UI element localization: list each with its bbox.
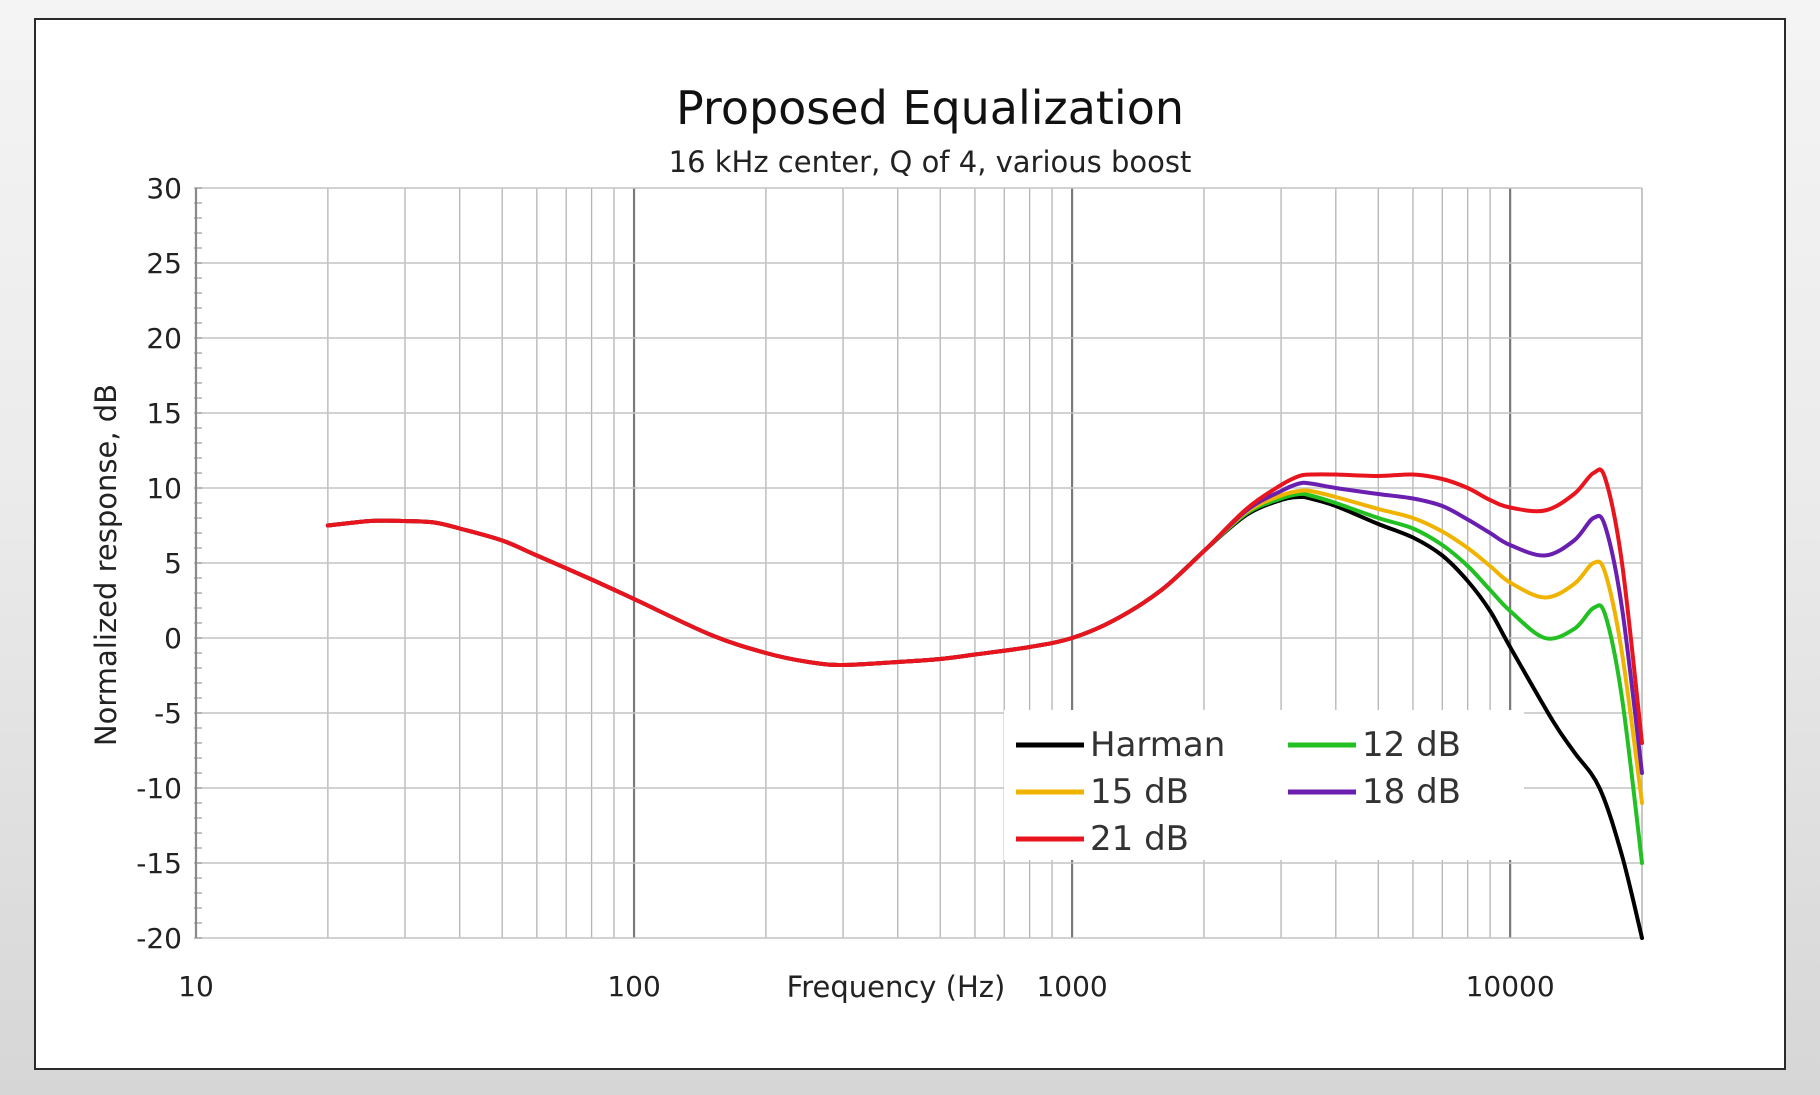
legend-items: Harman 12 dB 15 dB 18 dB 21 dB bbox=[1016, 725, 1461, 859]
legend-label-15-db: 15 dB bbox=[1090, 772, 1189, 812]
y-tick-label: 15 bbox=[146, 397, 182, 430]
y-tick-label: 30 bbox=[146, 172, 182, 205]
legend-background bbox=[1004, 710, 1524, 860]
x-axis-label: Frequency (Hz) bbox=[787, 970, 1006, 1004]
x-tick-label: 1000 bbox=[1036, 970, 1107, 1003]
x-tick-label: 100 bbox=[607, 970, 660, 1003]
series-lines bbox=[325, 467, 1644, 940]
y-axis-label: Normalized response, dB bbox=[89, 384, 123, 746]
chart-frame: Proposed Equalization 16 kHz center, Q o… bbox=[34, 18, 1786, 1070]
x-tick-label: 10 bbox=[178, 970, 214, 1003]
legend-label-12-db: 12 dB bbox=[1362, 725, 1461, 765]
chart-subtitle: 16 kHz center, Q of 4, various boost bbox=[669, 145, 1192, 179]
y-tick-label: 10 bbox=[146, 472, 182, 505]
chart-title: Proposed Equalization bbox=[676, 81, 1184, 135]
y-tick-label: -15 bbox=[136, 847, 182, 880]
y-tick-label: -20 bbox=[136, 922, 182, 955]
x-tick-label: 10000 bbox=[1466, 970, 1555, 1003]
series-line-21-db bbox=[325, 467, 1644, 745]
x-axis-ticks: 10 100 1000 10000 bbox=[178, 970, 1554, 1003]
legend: Harman 12 dB 15 dB 18 dB 21 dB bbox=[1004, 710, 1524, 860]
legend-label-harman: Harman bbox=[1090, 725, 1225, 765]
legend-label-21-db: 21 dB bbox=[1090, 819, 1189, 859]
y-tick-label: 25 bbox=[146, 247, 182, 280]
y-tick-label: 20 bbox=[146, 322, 182, 355]
y-axis-ticks: 30 25 20 15 10 5 0 -5 -10 -15 -20 bbox=[136, 172, 182, 955]
y-tick-label: 0 bbox=[164, 622, 182, 655]
legend-label-18-db: 18 dB bbox=[1362, 772, 1461, 812]
y-tick-label: -10 bbox=[136, 772, 182, 805]
equalization-chart: Proposed Equalization 16 kHz center, Q o… bbox=[89, 81, 1644, 1004]
y-tick-label: 5 bbox=[164, 547, 182, 580]
y-tick-label: -5 bbox=[154, 697, 182, 730]
